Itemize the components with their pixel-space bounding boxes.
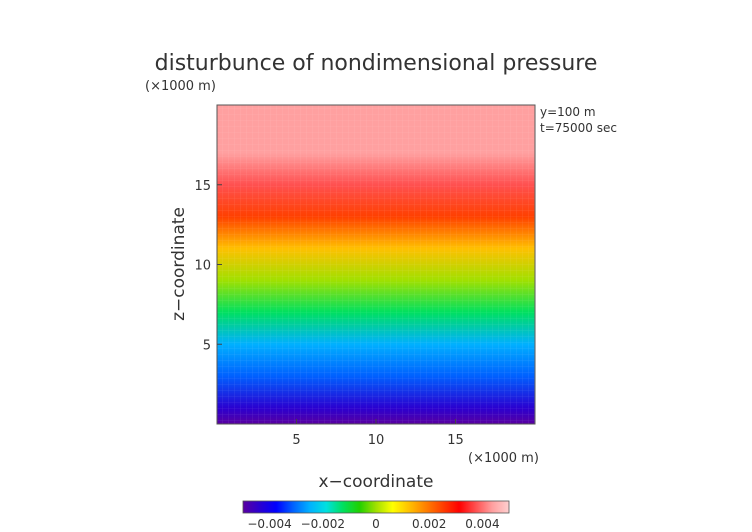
chart-title: disturbunce of nondimensional pressure [155,51,598,76]
z-unit-label: (×1000 m) [145,79,216,94]
x-tick-label: 15 [447,433,464,448]
annotation-t: t=75000 sec [540,121,617,135]
y-tick-label: 15 [194,179,211,194]
x-axis-ticks: 5 10 15 [292,419,464,448]
annotation-y: y=100 m [540,105,596,119]
colorbar-tick-label: 0.002 [412,517,446,531]
colorbar-tick-label: 0 [372,517,380,531]
colorbar-tick-label: −0.004 [247,517,291,531]
colorbar [242,500,510,514]
colorbar-tick-label: −0.002 [301,517,345,531]
y-axis-ticks: 5 10 15 [194,179,222,353]
colorbar-ticks: −0.004 −0.002 0 0.002 0.004 [247,517,499,531]
x-tick-label: 5 [292,433,300,448]
y-axis-label: z−coordinate [169,207,189,321]
x-axis-label: x−coordinate [319,472,434,492]
x-tick-label: 10 [368,433,385,448]
x-unit-label: (×1000 m) [468,451,539,466]
heatmap-grid-overlay [217,105,535,424]
y-tick-label: 10 [194,259,211,274]
y-tick-label: 5 [203,338,211,353]
colorbar-tick-label: 0.004 [465,517,499,531]
